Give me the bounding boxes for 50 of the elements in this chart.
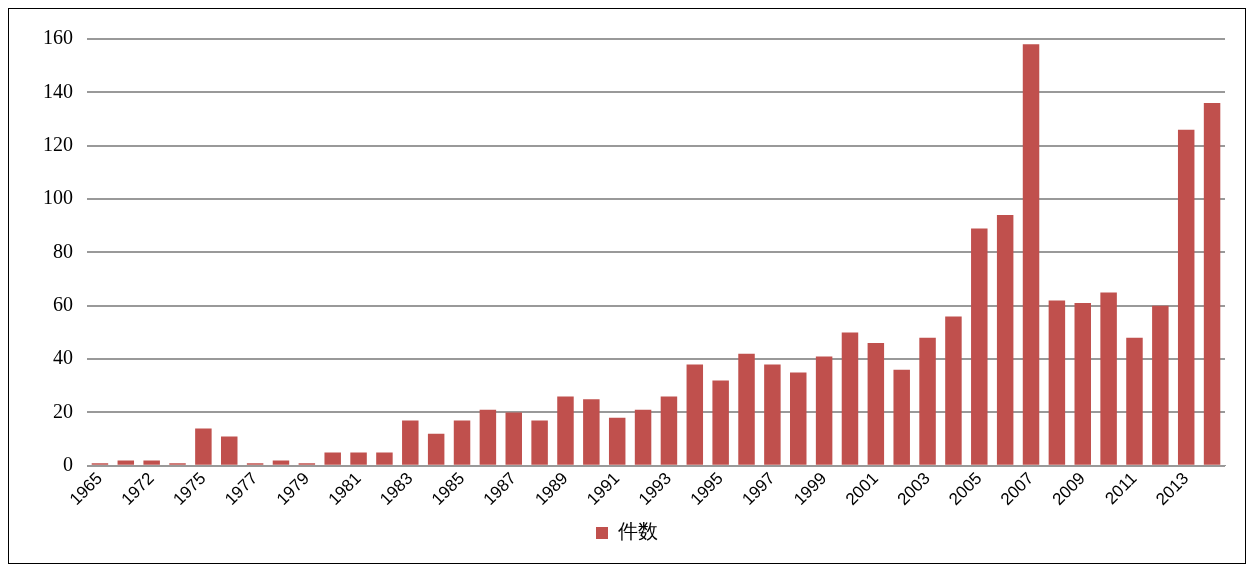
bar xyxy=(996,215,1014,465)
bar xyxy=(867,343,885,465)
bar xyxy=(738,353,755,465)
bar xyxy=(1048,300,1066,465)
bar xyxy=(1177,129,1195,465)
bar xyxy=(1126,337,1143,465)
bar xyxy=(505,412,522,465)
y-tick-label: 160 xyxy=(43,26,73,49)
bar xyxy=(453,420,471,465)
bar xyxy=(1022,44,1040,465)
bar xyxy=(117,460,135,465)
bar xyxy=(427,433,445,465)
bar xyxy=(402,420,419,465)
y-tick-label: 140 xyxy=(43,79,73,102)
bar xyxy=(1152,305,1169,465)
y-tick-label: 40 xyxy=(53,346,73,369)
bar xyxy=(376,452,393,465)
bar xyxy=(660,396,678,465)
bar xyxy=(1100,292,1117,465)
bar xyxy=(324,452,341,465)
bar xyxy=(272,460,290,465)
bar xyxy=(1203,103,1221,465)
bar xyxy=(1074,303,1091,465)
y-tick-label: 100 xyxy=(43,186,73,209)
bar xyxy=(557,396,574,465)
legend-label: 件数 xyxy=(618,519,658,544)
bar xyxy=(479,409,497,465)
bar xyxy=(350,452,367,465)
bar xyxy=(945,316,962,465)
bar xyxy=(790,372,807,465)
bar xyxy=(634,409,652,465)
bar xyxy=(531,420,548,465)
y-tick-label: 60 xyxy=(53,293,73,316)
bar xyxy=(919,337,936,465)
y-tick-label: 80 xyxy=(53,239,73,262)
bar xyxy=(712,380,729,465)
bar xyxy=(143,460,160,465)
bar xyxy=(221,436,238,465)
bar xyxy=(893,369,910,465)
bar xyxy=(195,428,212,465)
bar xyxy=(608,417,626,465)
y-tick-label: 120 xyxy=(43,132,73,155)
y-tick-label: 0 xyxy=(63,453,73,476)
bar xyxy=(971,228,988,465)
bar xyxy=(583,399,600,465)
y-tick-label: 20 xyxy=(53,399,73,422)
bar xyxy=(841,332,859,465)
bar xyxy=(815,356,833,465)
bar xyxy=(686,364,704,465)
bar xyxy=(764,364,781,465)
